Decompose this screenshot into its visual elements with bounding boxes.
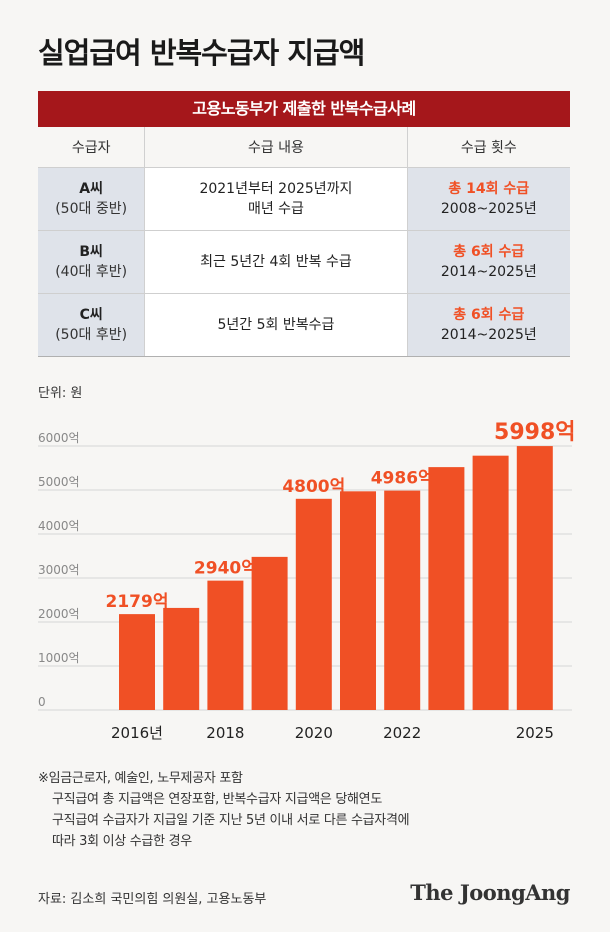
footnote-line: ※임금근로자, 예술인, 노무제공자 포함 <box>38 771 243 786</box>
column-header-content: 수급 내용 <box>144 127 408 168</box>
recipient-name: B씨 <box>79 244 103 260</box>
data-label: 5998억 <box>494 420 575 445</box>
count-period: 2014~2025년 <box>440 327 537 343</box>
count-cell: 총 14회 수급 2008~2025년 <box>407 167 570 231</box>
recipient-name: A씨 <box>79 181 103 197</box>
x-tick-label: 2016년 <box>111 724 163 742</box>
bar <box>428 467 465 710</box>
recipient-cell: B씨 (40대 후반) <box>38 230 145 294</box>
source-credit: 자료: 김소희 국민의힘 의원실, 고용노동부 <box>38 892 267 907</box>
data-label: 2940억 <box>194 559 257 579</box>
table-row: A씨 (50대 중반) 2021년부터 2025년까지 매년 수급 총 14회 … <box>38 167 570 231</box>
bar <box>472 455 509 710</box>
column-header-count: 수급 횟수 <box>407 127 570 168</box>
x-tick-label: 2022 <box>383 724 421 742</box>
count-total: 총 6회 수급 <box>453 244 525 260</box>
count-period: 2008~2025년 <box>440 201 537 217</box>
x-tick-label: 2025 <box>516 724 554 742</box>
count-total: 총 6회 수급 <box>453 307 525 323</box>
y-tick-label: 4000억 <box>38 519 80 533</box>
cases-table: 고용노동부가 제출한 반복수급사례 수급자 수급 내용 수급 횟수 A씨 (50… <box>38 91 570 357</box>
content-cell: 2021년부터 2025년까지 매년 수급 <box>144 167 408 231</box>
table-row: C씨 (50대 후반) 5년간 5회 반복수급 총 6회 수급 2014~202… <box>38 293 570 357</box>
table-row: B씨 (40대 후반) 최근 5년간 4회 반복 수급 총 6회 수급 2014… <box>38 230 570 294</box>
content-cell: 최근 5년간 4회 반복 수급 <box>144 230 408 294</box>
recipient-age: (40대 후반) <box>55 264 128 280</box>
y-tick-label: 2000억 <box>38 607 80 621</box>
x-tick-label: 2018 <box>206 724 244 742</box>
bar <box>516 446 553 710</box>
bar <box>207 580 244 710</box>
content-line: 매년 수급 <box>247 201 304 217</box>
page-title: 실업급여 반복수급자 지급액 <box>38 36 365 70</box>
bar <box>340 491 376 710</box>
unit-label: 단위: 원 <box>38 386 83 401</box>
footnotes: ※임금근로자, 예술인, 노무제공자 포함 구직급여 총 지급액은 연장포함, … <box>38 768 410 852</box>
content-line: 5년간 5회 반복수급 <box>217 317 335 333</box>
column-header-recipient: 수급자 <box>38 127 145 168</box>
bar <box>119 614 155 710</box>
cases-grid: 수급자 수급 내용 수급 횟수 A씨 (50대 중반) 2021년부터 2025… <box>38 127 570 357</box>
footnote-line: 따라 3회 이상 수급한 경우 <box>52 834 192 849</box>
count-cell: 총 6회 수급 2014~2025년 <box>407 293 570 357</box>
data-label: 4986억 <box>371 469 434 489</box>
y-tick-label: 5000억 <box>38 475 80 489</box>
bar <box>163 607 200 710</box>
data-label: 2179억 <box>106 592 169 612</box>
count-period: 2014~2025년 <box>440 264 537 280</box>
data-label: 4800억 <box>282 477 345 497</box>
y-tick-label: 0 <box>38 695 46 709</box>
count-total: 총 14회 수급 <box>448 181 530 197</box>
y-tick-label: 1000억 <box>38 651 80 665</box>
recipient-age: (50대 중반) <box>55 201 128 217</box>
content-line: 최근 5년간 4회 반복 수급 <box>200 254 352 270</box>
y-tick-label: 6000억 <box>38 431 80 445</box>
recipient-age: (50대 후반) <box>55 327 128 343</box>
count-cell: 총 6회 수급 2014~2025년 <box>407 230 570 294</box>
content-cell: 5년간 5회 반복수급 <box>144 293 408 357</box>
table-heading: 고용노동부가 제출한 반복수급사례 <box>38 91 570 127</box>
x-tick-label: 2020 <box>295 724 333 742</box>
bar-chart: 0 1000억 2000억 3000억 4000억 5000억 6000억 2179억 2940… <box>38 420 576 742</box>
footnote-line: 구직급여 수급자가 지급일 기준 지난 5년 이내 서로 다른 수급자격에 <box>52 813 410 828</box>
footnote-line: 구직급여 총 지급액은 연장포함, 반복수급자 지급액은 당해연도 <box>52 792 382 807</box>
y-tick-label: 3000억 <box>38 563 80 577</box>
content-line: 2021년부터 2025년까지 <box>199 181 353 197</box>
brand-logo: The JoongAng <box>410 880 570 905</box>
bar <box>251 556 288 710</box>
recipient-cell: A씨 (50대 중반) <box>38 167 145 231</box>
recipient-cell: C씨 (50대 후반) <box>38 293 145 357</box>
bar <box>384 490 421 710</box>
recipient-name: C씨 <box>79 307 103 323</box>
bar <box>295 498 332 710</box>
